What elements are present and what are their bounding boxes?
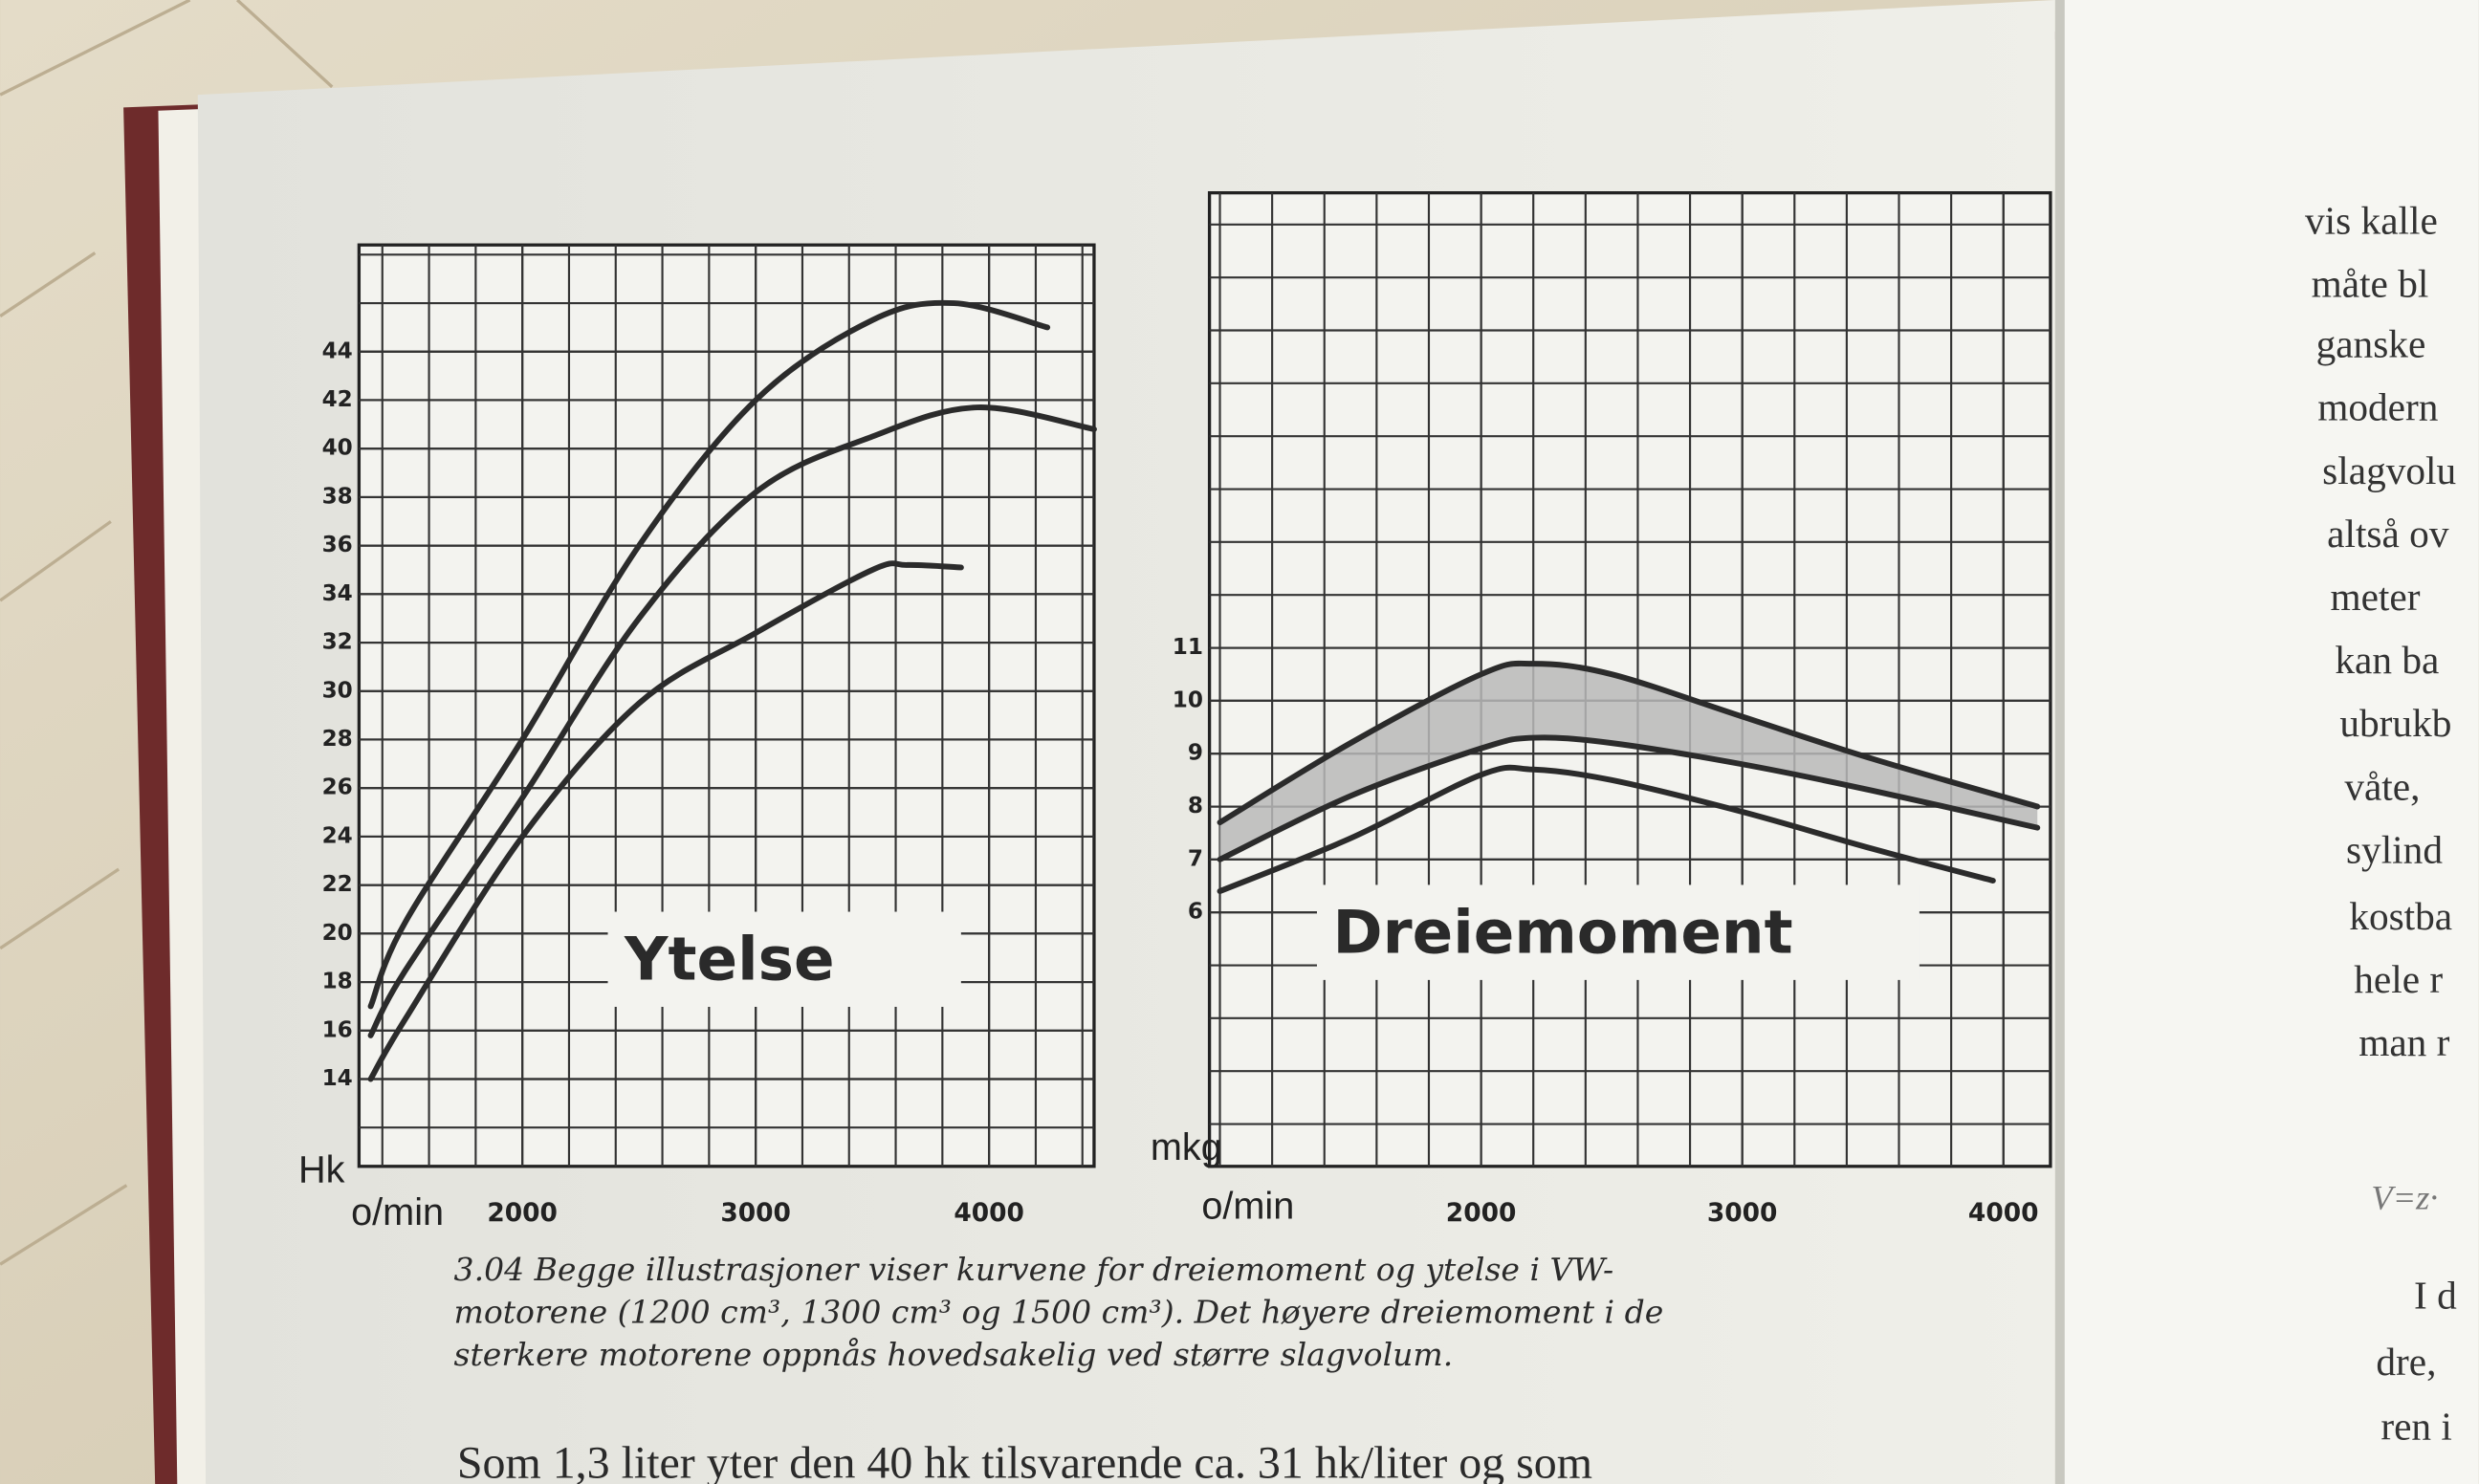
y-axis-label: Hk — [298, 1148, 345, 1190]
facing-page-line: sylind — [2346, 827, 2443, 871]
y-tick-label: 30 — [322, 678, 353, 703]
series-line — [367, 404, 1097, 1038]
series-line — [1217, 764, 1996, 895]
facing-page-line: måte bl — [2312, 262, 2429, 306]
y-tick-label: 18 — [322, 970, 353, 994]
facing-page-line: dre, — [2376, 1340, 2436, 1384]
facing-page-line: vis kalle — [2305, 199, 2438, 243]
y-tick-label: 40 — [322, 436, 353, 461]
caption-line: sterkere motorene oppnås hovedsakelig ve… — [454, 1336, 1454, 1373]
facing-page-line: ubrukb — [2339, 701, 2451, 745]
y-axis-label: mkg — [1151, 1126, 1222, 1168]
facing-page-line: ren i — [2380, 1405, 2452, 1449]
x-tick-label: 3000 — [720, 1198, 791, 1228]
y-tick-label: 42 — [322, 387, 353, 412]
plot-area — [357, 243, 1096, 1168]
title-box — [607, 911, 961, 1007]
x-tick-label: 4000 — [1968, 1198, 2039, 1228]
series-line — [367, 560, 964, 1082]
x-tick-label: 2000 — [487, 1198, 558, 1228]
y-tick-label: 32 — [322, 630, 353, 655]
y-tick-label: 24 — [322, 823, 353, 848]
y-tick-label: 22 — [322, 872, 353, 897]
chart-title: Dreiemoment — [1333, 898, 1793, 968]
charts: 14 16 18 20 22 24 26 28 30 32 34 36 38 40 42 44 2000 3000… — [298, 190, 2052, 1233]
chart: 6 7 8 9 10 11 2000 3000 4000 Dreiemoment mkg o/min — [1151, 190, 2052, 1228]
y-tick-label: 9 — [1188, 741, 1203, 766]
caption-line: motorene (1200 cm³, 1300 cm³ og 1500 cm³… — [454, 1293, 1664, 1330]
series-line — [1217, 660, 2041, 826]
facing-page-line: ganske — [2316, 322, 2426, 366]
x-tick-label: 4000 — [954, 1198, 1024, 1228]
facing-page-line: meter — [2330, 575, 2420, 619]
y-tick-label: 20 — [322, 921, 353, 946]
title-box — [1316, 884, 1920, 980]
y-tick-label: 6 — [1188, 900, 1203, 925]
y-tick-label: 16 — [322, 1017, 353, 1042]
text-block: 3.04 Begge illustrasjoner viser kurvene … — [454, 199, 2458, 1484]
chart: 14 16 18 20 22 24 26 28 30 32 34 36 38 40 42 44 2000 3000… — [298, 243, 1097, 1233]
facing-page-line: hele r — [2354, 957, 2443, 1001]
x-tick-label: 3000 — [1707, 1198, 1778, 1228]
series-line — [367, 299, 1051, 1010]
y-tick-label: 11 — [1173, 635, 1203, 660]
y-tick-label: 34 — [322, 581, 353, 606]
facing-page-line: slagvolu — [2322, 448, 2456, 492]
wood-grain — [0, 0, 334, 1266]
y-tick-label: 14 — [322, 1066, 353, 1091]
facing-page-line: våte, — [2344, 764, 2420, 808]
y-tick-label: 44 — [322, 338, 353, 363]
y-tick-label: 28 — [322, 727, 353, 752]
shaded-band — [1219, 663, 2038, 860]
facing-page-line: man r — [2358, 1020, 2449, 1064]
caption-line: 3.04 Begge illustrasjoner viser kurvene … — [454, 1251, 1614, 1288]
y-tick-label: 36 — [322, 533, 353, 557]
right-page — [2054, 0, 2479, 1484]
facing-page-line: modern — [2317, 385, 2439, 429]
x-axis-label: o/min — [351, 1191, 444, 1233]
x-tick-label: 2000 — [1446, 1198, 1517, 1228]
facing-page-line: kostba — [2349, 894, 2452, 938]
facing-page-line: altså ov — [2327, 512, 2449, 556]
y-tick-label: 26 — [322, 775, 353, 800]
series-line — [1217, 734, 2041, 862]
body-line: Som 1,3 liter yter den 40 hk tilsvarende… — [457, 1437, 1592, 1484]
facing-page-line: kan ba — [2335, 638, 2439, 682]
y-tick-label: 7 — [1188, 846, 1203, 871]
facing-page-line: V=z· — [2371, 1178, 2438, 1216]
x-axis-label: o/min — [1201, 1185, 1294, 1227]
chart-title: Ytelse — [624, 925, 835, 994]
y-tick-label: 8 — [1188, 794, 1203, 818]
y-tick-label: 10 — [1173, 687, 1203, 712]
y-tick-label: 38 — [322, 484, 353, 509]
facing-page-line: I d — [2414, 1274, 2457, 1318]
